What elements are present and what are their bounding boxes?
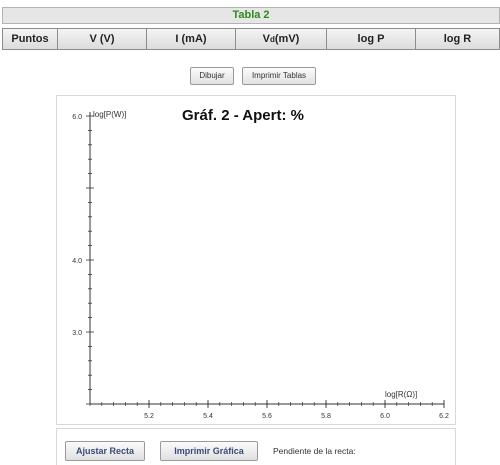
col-header-vd-sub: d — [270, 34, 275, 44]
fit-line-button[interactable]: Ajustar Recta — [65, 441, 145, 461]
col-header-voltage: V (V) — [57, 28, 147, 50]
col-header-logr: log R — [415, 28, 500, 50]
x-tick-label: 5.2 — [144, 413, 154, 420]
col-header-vd-label: V — [262, 33, 270, 45]
y-tick-label: 4.0 — [72, 258, 82, 265]
print-chart-button[interactable]: Imprimir Gráfica — [160, 441, 258, 461]
slope-label: Pendiente de la recta: — [273, 446, 356, 456]
x-tick-label: 5.4 — [203, 413, 213, 420]
x-tick-label: 5.6 — [262, 413, 272, 420]
draw-button[interactable]: Dibujar — [190, 67, 234, 85]
x-tick-label: 5.8 — [321, 413, 331, 420]
y-axis-label: log[P(W)] — [93, 110, 126, 119]
table-title: Tabla 2 — [2, 7, 500, 24]
x-axis-label: log[R(Ω)] — [385, 390, 417, 399]
col-header-logp: log P — [326, 28, 416, 50]
print-tables-button[interactable]: Imprimir Tablas — [242, 67, 316, 85]
col-header-puntos: Puntos — [2, 28, 58, 50]
col-header-current: I (mA) — [146, 28, 236, 50]
bottom-controls: Ajustar Recta Imprimir Gráfica Pendiente… — [56, 428, 456, 465]
x-tick-label: 6.2 — [439, 413, 449, 420]
col-header-vd-suffix: (mV) — [274, 33, 300, 45]
chart-svg: 6.0 4.0 3.0 5.2 5.4 5.6 5.8 6.0 6.2 Gráf. 2 - Ap… — [72, 107, 449, 420]
y-tick-label: 6.0 — [72, 114, 82, 121]
y-tick-label: 3.0 — [72, 330, 82, 337]
chart-title: Gráf. 2 - Apert: % — [182, 107, 304, 124]
chart-panel: 6.0 4.0 3.0 5.2 5.4 5.6 5.8 6.0 6.2 Gráf. 2 - Ap… — [56, 95, 456, 425]
x-tick-label: 6.0 — [380, 413, 390, 420]
